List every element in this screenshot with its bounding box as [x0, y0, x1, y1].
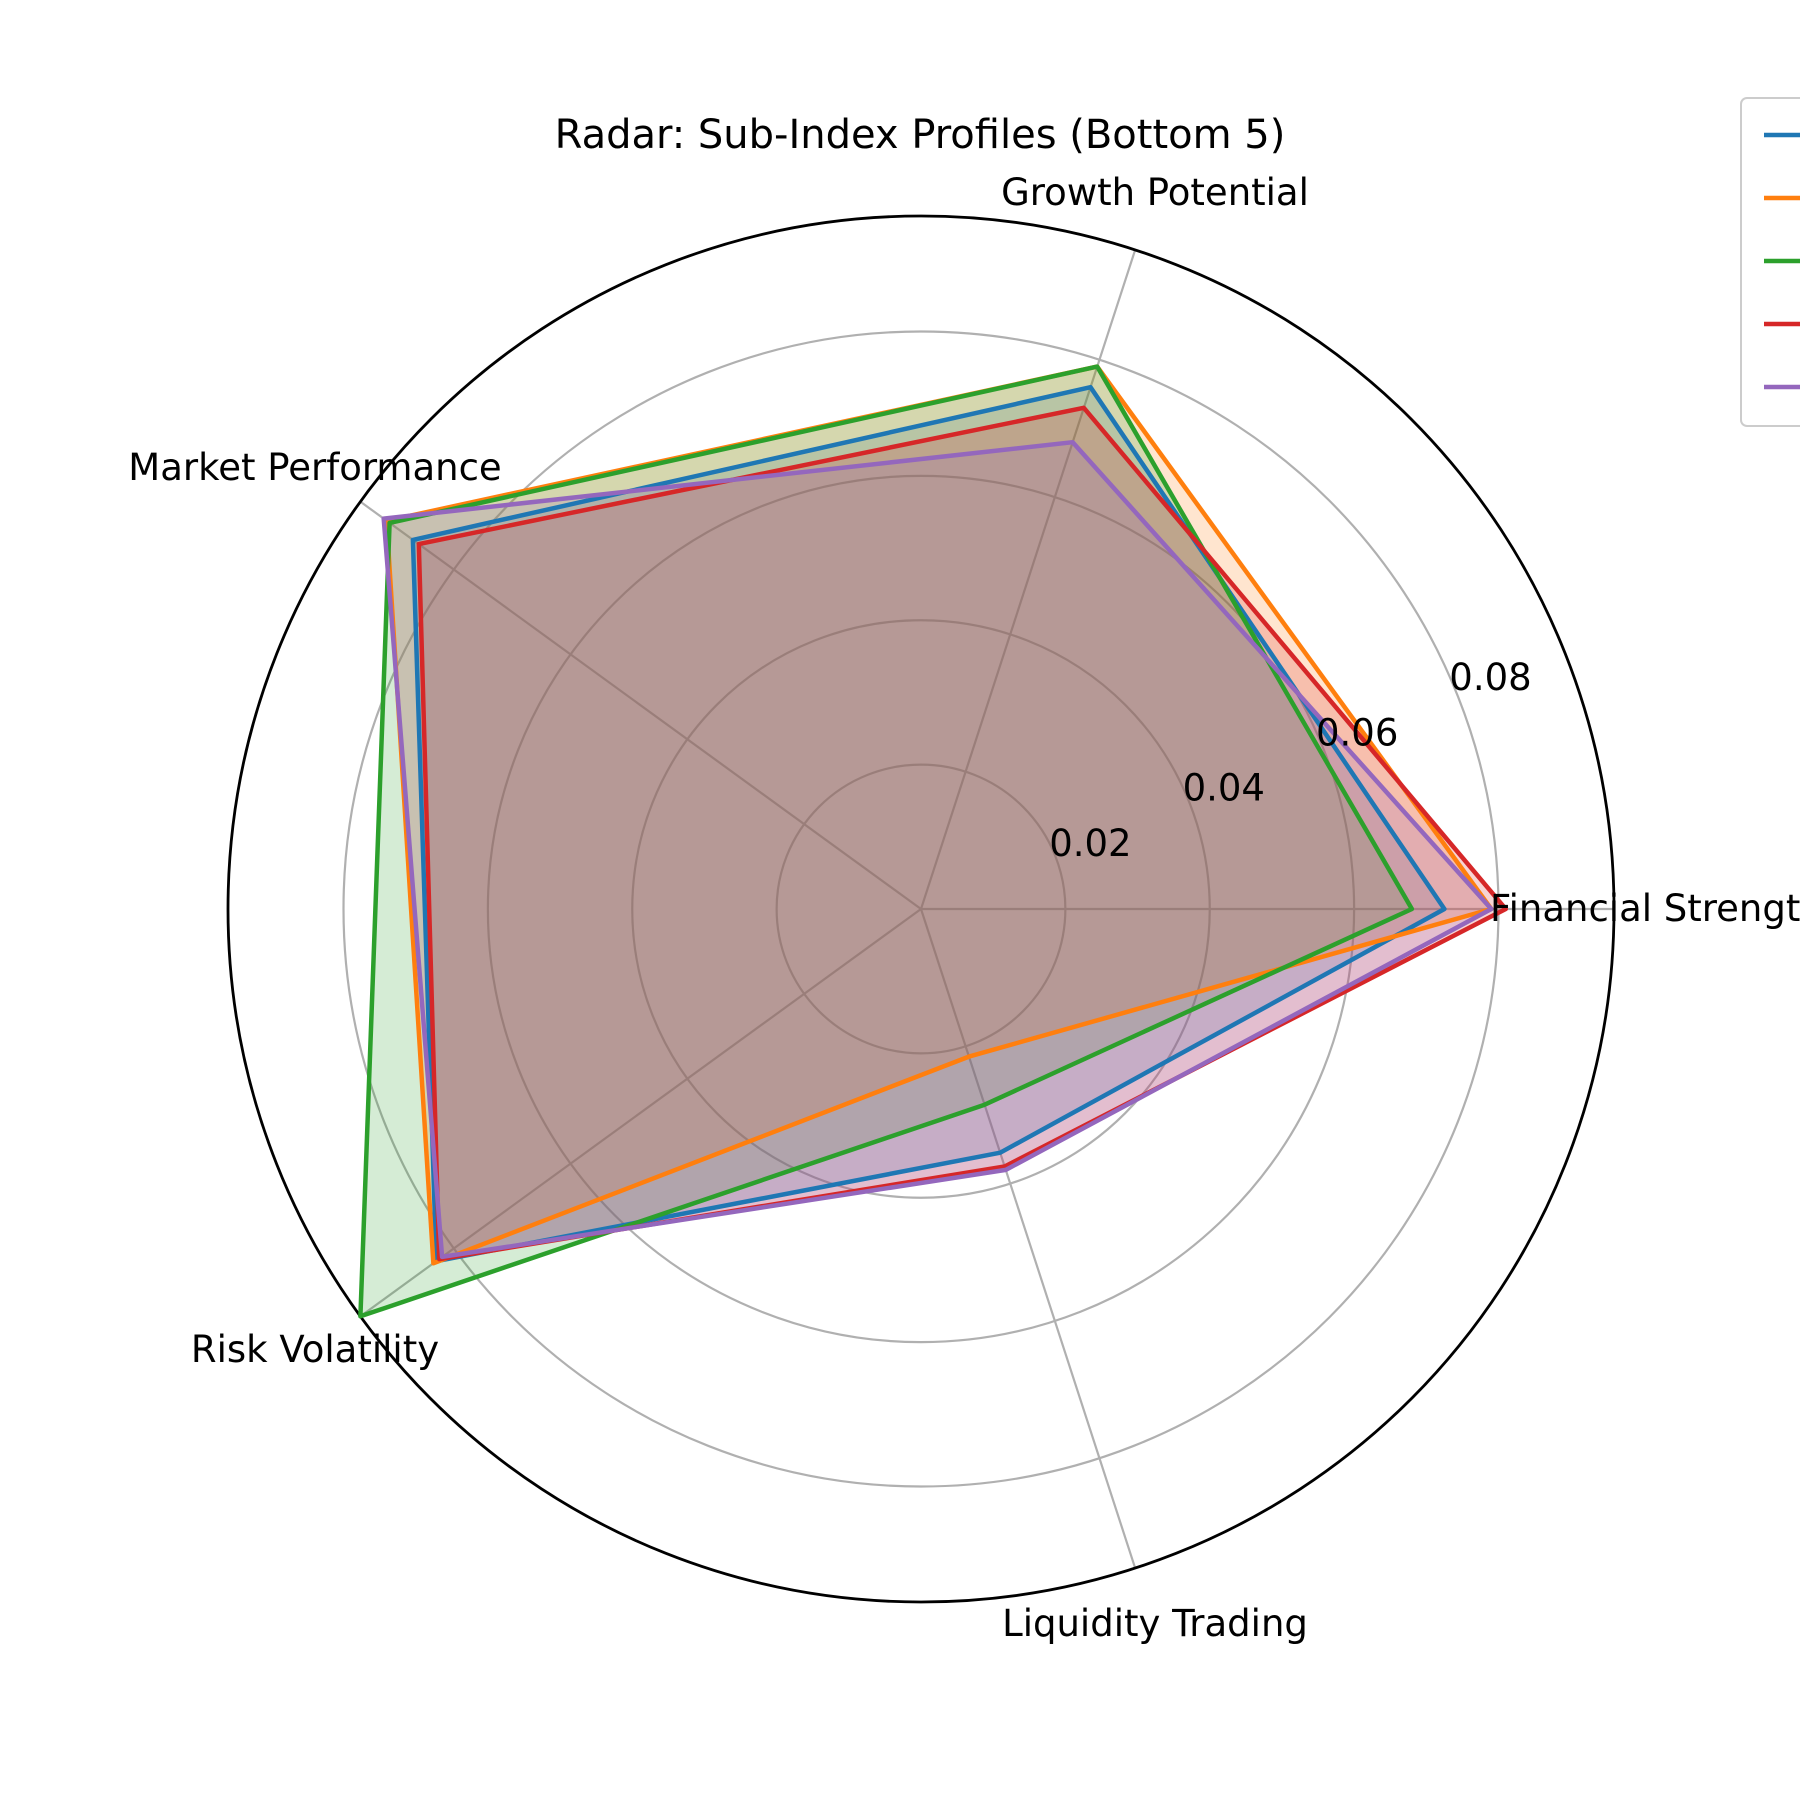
series-lines: [358, 364, 1508, 1319]
r-tick-label-3: 0.06: [1316, 711, 1398, 754]
spoke-3: [359, 500, 922, 910]
r-tick-label-4: 0.08: [1449, 656, 1531, 699]
series-5-line: [381, 439, 1494, 1260]
outer-ring: [226, 214, 1616, 1604]
axis-label-1: Financial Strength: [1490, 887, 1800, 930]
r-tick-label-2: 0.04: [1183, 767, 1265, 810]
axis-labels: Financial Strength Growth Potential Market…: [128, 171, 1800, 1645]
legend: [1740, 97, 1800, 427]
spoke-2: [919, 249, 1137, 910]
radial-tick-labels: 0.02 0.04 0.06 0.08: [1049, 656, 1531, 865]
series-1-fill: [412, 387, 1445, 1262]
series-2-fill: [386, 366, 1492, 1264]
series-2-line: [384, 364, 1494, 1266]
series-3-line: [358, 364, 1415, 1319]
series-1-line: [410, 384, 1447, 1264]
chart-title: Radar: Sub-Index Profiles (Bottom 5): [555, 112, 1286, 158]
axis-label-2: Growth Potential: [1001, 171, 1309, 214]
axis-label-3: Market Performance: [128, 446, 501, 489]
series-fills: [360, 366, 1506, 1317]
spoke-5: [919, 908, 1137, 1569]
spoke-4: [359, 908, 922, 1318]
r-tick-label-1: 0.02: [1049, 822, 1131, 865]
series-5-fill: [383, 442, 1492, 1257]
series-3-fill: [360, 366, 1412, 1317]
radar-grid: [226, 214, 1616, 1604]
axis-label-5: Liquidity Trading: [1002, 1602, 1308, 1645]
axis-label-4: Risk Volatility: [191, 1328, 439, 1371]
